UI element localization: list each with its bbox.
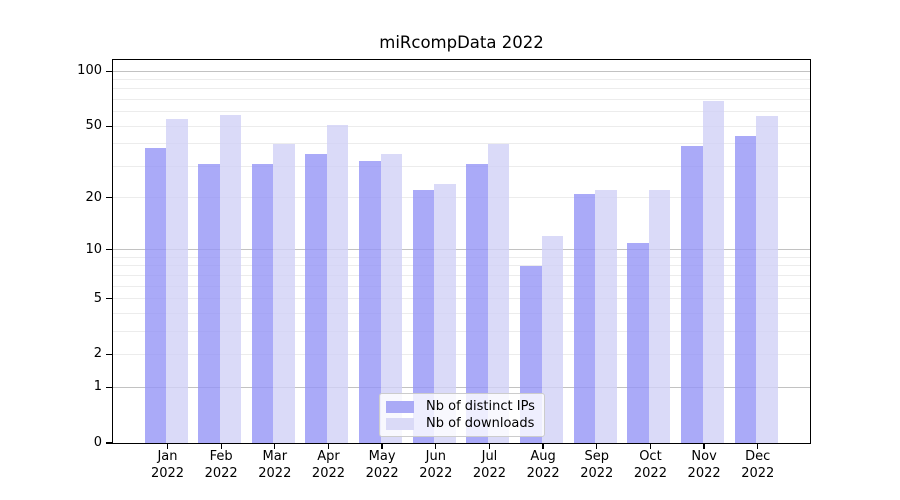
bar-jan-downloads: [166, 118, 188, 443]
gridline-minor-4: [113, 312, 810, 314]
y-tick-label-5: 5: [93, 290, 102, 306]
y-tick-label-0: 0: [93, 435, 102, 450]
x-tick-apr: [327, 443, 330, 449]
x-tick-label-oct: Oct 2022: [633, 449, 667, 481]
gridline-minor-7: [113, 274, 810, 276]
gridline-minor-9: [113, 257, 810, 258]
bar-jun-downloads: [434, 183, 456, 443]
gridline-minor-70: [113, 99, 810, 101]
y-tick-label-20: 20: [85, 189, 102, 205]
bar-sep-distinct-ips: [573, 193, 596, 443]
bar-aug-downloads: [541, 236, 564, 443]
legend-label-downloads: Nb of downloads: [426, 416, 535, 431]
bar-apr-downloads: [326, 124, 349, 443]
x-tick-jan: [166, 443, 169, 449]
bar-feb-distinct-ips: [198, 163, 220, 443]
bar-oct-distinct-ips: [627, 242, 649, 443]
x-tick-label-jan: Jan 2022: [150, 449, 185, 481]
x-tick-dec: [757, 443, 759, 449]
bar-feb-downloads: [219, 114, 242, 443]
bar-apr-distinct-ips: [305, 154, 327, 443]
x-tick-sep: [596, 443, 598, 449]
bar-dec-downloads: [756, 115, 778, 443]
bar-may-downloads: [380, 154, 403, 443]
gridline-minor-3: [113, 330, 810, 332]
gridline-minor-5: [113, 298, 810, 300]
y-tick-0: [106, 442, 113, 444]
gridline-minor-2: [113, 353, 810, 355]
gridline-minor-20: [113, 197, 810, 199]
gridline-major-1: [113, 386, 810, 388]
x-tick-label-aug: Aug 2022: [526, 449, 560, 481]
bars-layer: [113, 60, 810, 443]
legend-item-distinct-ips: Nb of distinct IPs: [386, 399, 536, 414]
bar-jun-distinct-ips: [412, 190, 435, 443]
x-tick-label-feb: Feb 2022: [204, 449, 238, 481]
y-tick-5: [106, 298, 113, 300]
x-tick-label-apr: Apr 2022: [311, 449, 346, 481]
x-tick-label-nov: Nov 2022: [687, 449, 721, 481]
y-tick-label-100: 100: [77, 63, 102, 79]
gridline-minor-40: [113, 143, 810, 145]
legend-swatch-distinct-ips: [386, 400, 414, 413]
y-tick-50: [106, 125, 113, 127]
gridline-minor-50: [113, 125, 810, 127]
gridline-minor-60: [113, 111, 810, 113]
y-tick-label-50: 50: [85, 118, 102, 134]
x-tick-jul: [488, 443, 491, 449]
gridline-minor-30: [113, 165, 810, 167]
x-tick-label-jul: Jul 2022: [472, 449, 506, 481]
gridline-minor-6: [113, 285, 810, 287]
gridline-major-100: [113, 70, 810, 72]
x-tick-mar: [274, 443, 276, 449]
x-tick-label-sep: Sep 2022: [580, 449, 614, 481]
bar-jul-downloads: [487, 143, 510, 443]
bar-mar-distinct-ips: [251, 163, 274, 443]
y-tick-1: [106, 386, 113, 388]
legend: Nb of distinct IPs Nb of downloads: [379, 393, 545, 437]
y-tick-20: [106, 197, 113, 199]
gridline-minor-80: [113, 88, 810, 90]
bar-jan-distinct-ips: [144, 147, 166, 443]
chart-title: miRcompData 2022: [379, 33, 544, 52]
gridlines-layer: [113, 60, 810, 443]
x-tick-aug: [542, 443, 544, 449]
x-tick-label-dec: Dec 2022: [741, 449, 775, 481]
bar-dec-distinct-ips: [734, 136, 757, 443]
legend-label-distinct-ips: Nb of distinct IPs: [426, 399, 535, 414]
x-tick-oct: [649, 443, 652, 449]
legend-swatch-downloads: [386, 417, 414, 430]
bar-nov-downloads: [702, 100, 725, 443]
gridline-minor-8: [113, 265, 810, 267]
y-tick-label-1: 1: [93, 379, 102, 395]
gridline-minor-90: [113, 79, 810, 81]
bar-jul-distinct-ips: [466, 163, 488, 443]
legend-item-downloads: Nb of downloads: [386, 416, 536, 431]
x-tick-feb: [220, 443, 222, 449]
y-tick-label-2: 2: [93, 346, 102, 362]
bar-nov-distinct-ips: [681, 145, 703, 443]
bar-sep-downloads: [595, 190, 617, 443]
y-tick-10: [106, 249, 113, 251]
x-tick-label-may: May 2022: [365, 449, 399, 481]
y-tick-label-10: 10: [85, 241, 102, 257]
x-tick-nov: [703, 443, 705, 449]
x-tick-label-jun: Jun 2022: [419, 449, 453, 481]
y-tick-2: [106, 353, 113, 356]
bar-oct-downloads: [648, 190, 671, 443]
x-tick-label-mar: Mar 2022: [258, 449, 292, 481]
x-tick-jun: [435, 443, 437, 449]
y-tick-100: [106, 70, 113, 72]
bar-may-distinct-ips: [359, 161, 381, 443]
x-tick-may: [381, 443, 383, 449]
bar-mar-downloads: [273, 143, 295, 443]
gridline-major-10: [113, 249, 810, 251]
